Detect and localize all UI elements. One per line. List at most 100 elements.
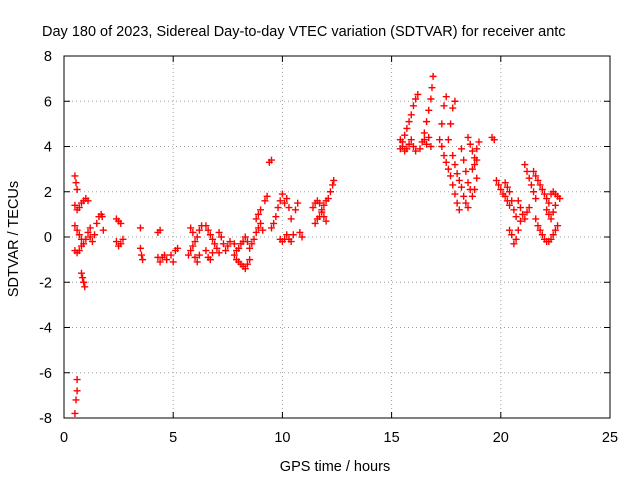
data-point [462, 167, 470, 175]
data-point [191, 238, 199, 246]
data-point [73, 387, 81, 395]
data-point [246, 244, 254, 252]
data-point [412, 95, 420, 103]
data-point [79, 274, 87, 282]
data-point [84, 197, 92, 205]
data-point [451, 190, 459, 198]
data-point [187, 224, 195, 232]
x-tick-labels: 0 5 10 15 20 25 [60, 430, 618, 446]
data-point [453, 199, 461, 207]
ticks [63, 55, 611, 419]
data-point [75, 204, 83, 212]
data-point [530, 167, 538, 175]
data-point [267, 156, 275, 164]
data-point [457, 145, 465, 153]
data-point [72, 396, 80, 404]
data-point [88, 238, 96, 246]
data-point [71, 409, 79, 417]
data-point [447, 120, 455, 128]
data-point [193, 258, 201, 266]
data-point [451, 97, 459, 105]
data-point [276, 197, 284, 205]
data-point [501, 192, 509, 200]
data-point [449, 104, 457, 112]
data-point [438, 143, 446, 150]
data-point [549, 231, 557, 239]
data-point [283, 231, 291, 239]
data-point [167, 251, 175, 259]
data-point [243, 238, 251, 246]
data-point [490, 136, 498, 144]
data-point [241, 233, 249, 241]
data-point [195, 251, 203, 259]
data-point [160, 251, 168, 259]
data-point [184, 251, 192, 259]
data-point [506, 188, 514, 196]
data-point [82, 235, 90, 243]
data-point [263, 192, 271, 200]
data-point [274, 204, 282, 212]
data-point [471, 161, 479, 169]
data-point [222, 247, 230, 255]
data-point [512, 213, 520, 221]
data-point [464, 133, 472, 141]
data-point [401, 131, 409, 139]
data-point [420, 129, 428, 137]
data-point [77, 269, 85, 277]
data-point [246, 256, 254, 264]
data-point [547, 235, 555, 243]
data-point [495, 181, 503, 189]
data-point [139, 256, 147, 264]
data-point [508, 197, 516, 205]
data-point [444, 165, 452, 173]
data-point [112, 238, 120, 246]
data-point [283, 195, 291, 203]
y-tick-label: -6 [39, 366, 52, 382]
data-point [554, 222, 562, 230]
data-point [119, 235, 127, 243]
data-point [425, 133, 433, 141]
data-point [442, 158, 450, 166]
data-point [174, 244, 182, 252]
data-point [248, 240, 256, 248]
data-point [468, 192, 476, 200]
data-point [538, 185, 546, 193]
data-point [75, 231, 83, 239]
grid [64, 56, 610, 418]
data-point [447, 172, 455, 180]
data-point [322, 217, 330, 225]
data-point [516, 217, 524, 225]
data-point [217, 233, 225, 241]
data-point [326, 188, 334, 196]
data-point [80, 278, 88, 286]
data-point [403, 145, 411, 153]
data-point [449, 181, 457, 189]
data-point [209, 235, 217, 243]
data-point [423, 118, 431, 126]
data-point [514, 197, 522, 205]
data-point [473, 174, 481, 182]
data-point [278, 190, 286, 198]
y-tick-labels: -8 -6 -4 -2 0 2 4 6 8 [39, 49, 52, 427]
y-tick-label: 0 [44, 230, 52, 246]
data-point [226, 238, 234, 246]
data-point [449, 152, 457, 160]
data-point [409, 102, 417, 110]
data-point [521, 215, 529, 223]
data-point [324, 195, 332, 203]
data-point [530, 188, 538, 196]
data-point [396, 136, 404, 144]
data-point [516, 204, 524, 212]
data-point [243, 260, 251, 268]
data-point [219, 240, 227, 248]
data-point [309, 204, 317, 212]
data-point [543, 195, 551, 203]
data-point [512, 235, 520, 243]
data-point [206, 231, 214, 239]
data-point [91, 231, 99, 239]
data-point [473, 156, 481, 164]
data-point [72, 179, 80, 187]
data-points [71, 72, 564, 417]
data-point [235, 244, 243, 252]
